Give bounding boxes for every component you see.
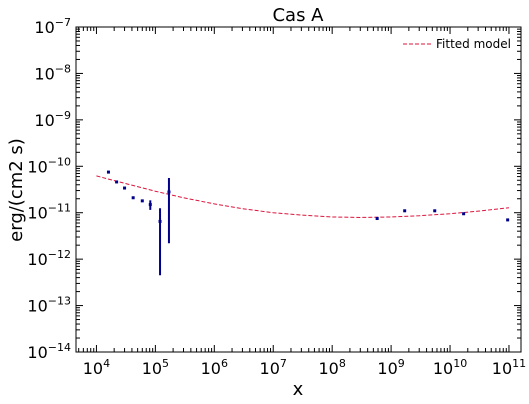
data-point bbox=[106, 170, 110, 174]
data-layer bbox=[106, 170, 510, 276]
data-point bbox=[462, 212, 466, 216]
x-tick-label: 104 bbox=[83, 357, 110, 378]
y-tick-label: 10−8 bbox=[34, 62, 71, 83]
data-point bbox=[115, 180, 119, 184]
y-tick-label: 10−11 bbox=[27, 202, 71, 223]
y-tick-label: 10−13 bbox=[27, 295, 71, 316]
y-axis-ticks: 10−14 10−13 10−12 10−11 10−10 10−9 10−8 10−7 bbox=[27, 16, 521, 362]
legend: Fitted model bbox=[403, 37, 511, 51]
x-axis-ticks: 104 105 106 107 108 109 1010 1011 bbox=[78, 27, 526, 378]
data-point bbox=[123, 186, 127, 190]
data-point bbox=[506, 218, 510, 222]
y-tick-label: 10−12 bbox=[27, 248, 71, 269]
data-point bbox=[167, 190, 171, 194]
y-tick-label: 10−10 bbox=[27, 155, 71, 176]
y-axis-label: erg/(cm2 s) bbox=[6, 138, 27, 242]
plot-frame bbox=[75, 26, 522, 353]
x-tick-label: 107 bbox=[260, 357, 287, 378]
y-tick-label: 10−14 bbox=[27, 341, 71, 362]
x-tick-label: 106 bbox=[201, 357, 228, 378]
data-point bbox=[375, 217, 379, 221]
y-tick-label: 10−7 bbox=[34, 16, 71, 37]
data-point bbox=[403, 209, 407, 213]
x-tick-label: 109 bbox=[377, 357, 404, 378]
data-point bbox=[158, 219, 162, 223]
data-point bbox=[140, 199, 144, 203]
x-tick-label: 105 bbox=[142, 357, 169, 378]
x-tick-label: 1010 bbox=[433, 357, 467, 378]
x-tick-label: 108 bbox=[318, 357, 345, 378]
fitted-model-line bbox=[96, 175, 510, 218]
y-tick-label: 10−9 bbox=[34, 109, 71, 130]
x-tick-label: 1011 bbox=[492, 357, 526, 378]
x-axis-label: x bbox=[293, 379, 304, 400]
chart-title: Cas A bbox=[272, 5, 324, 26]
legend-label-fitted-model: Fitted model bbox=[436, 37, 511, 51]
data-point bbox=[148, 203, 152, 207]
model-layer bbox=[96, 175, 510, 218]
plot-area bbox=[75, 26, 522, 353]
data-point bbox=[131, 196, 135, 200]
data-point bbox=[433, 209, 437, 213]
